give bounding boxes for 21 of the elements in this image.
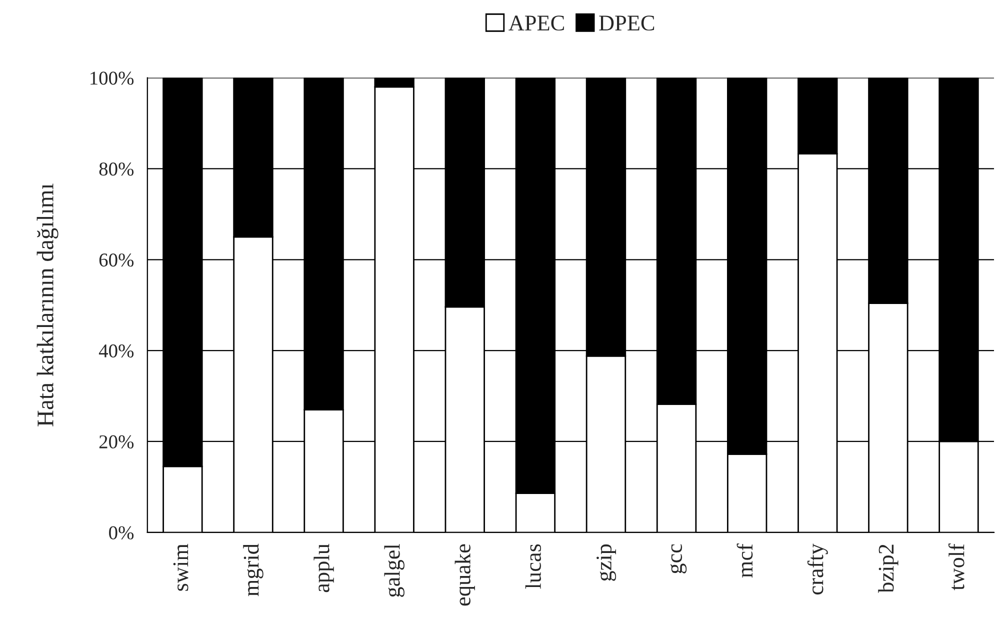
y-axis-title: Hata katkılarının dağılımı — [36, 184, 58, 426]
y-tick-label: 60% — [99, 253, 134, 267]
y-tick-label: 40% — [98, 344, 134, 358]
legend-label: DPEC — [599, 16, 654, 31]
x-tick-label: mcf — [736, 544, 753, 578]
y-tick-label: 20% — [99, 435, 134, 448]
legend-label: APEC — [508, 16, 564, 31]
x-tick-label: swim — [173, 544, 188, 591]
x-tick-label: crafty — [807, 544, 828, 594]
y-tick-label: 100% — [90, 72, 134, 85]
x-tick-label: mgrid — [243, 544, 264, 596]
y-tick-label: 80% — [99, 162, 134, 176]
x-tick-label: equake — [454, 544, 475, 606]
x-tick-label: bzip2 — [878, 544, 898, 593]
x-tick-label: gzip — [596, 544, 616, 581]
x-tick-label: gcc — [670, 544, 687, 574]
y-tick-label: 0% — [109, 526, 134, 540]
x-tick-label: galgel — [384, 544, 404, 597]
x-tick-label: twolf — [948, 544, 964, 590]
x-tick-label: applu — [314, 544, 334, 592]
x-tick-label: lucas — [525, 544, 541, 589]
